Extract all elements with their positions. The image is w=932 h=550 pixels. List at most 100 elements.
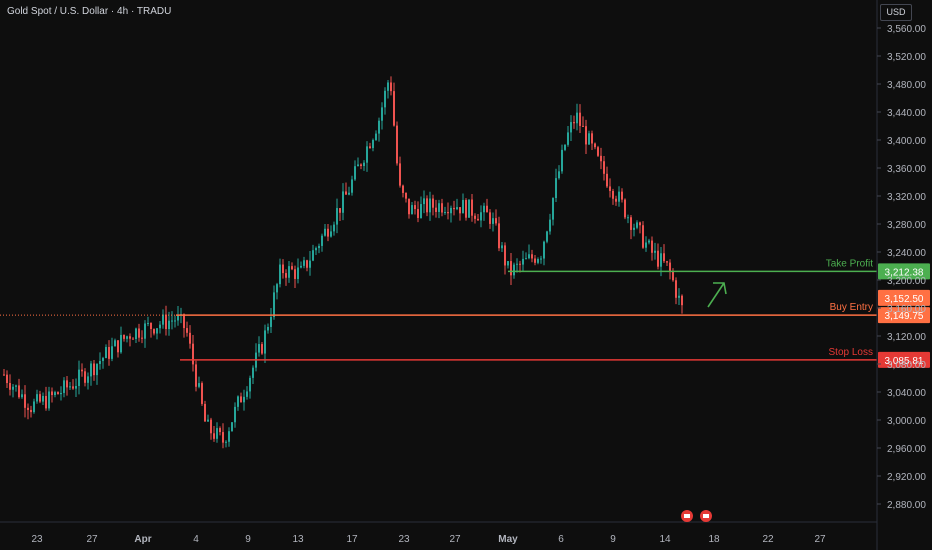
- x-tick-label: 17: [346, 534, 358, 545]
- candle-body: [519, 263, 521, 265]
- candle-body: [603, 161, 605, 174]
- candle-body: [246, 391, 248, 397]
- candle-body: [672, 270, 674, 281]
- x-tick-label: 27: [86, 534, 98, 545]
- candle-body: [78, 369, 80, 387]
- candle-body: [141, 337, 143, 339]
- y-tick-label: 3,200.00: [887, 276, 926, 287]
- candle-body: [27, 407, 29, 410]
- candle-body: [282, 264, 284, 274]
- candle-body: [558, 171, 560, 179]
- candle-body: [90, 363, 92, 377]
- currency-button[interactable]: USD: [880, 4, 912, 21]
- candle-body: [669, 262, 671, 271]
- candle-body: [432, 198, 434, 208]
- candle-body: [621, 191, 623, 200]
- candle-body: [525, 258, 527, 260]
- candle-body: [612, 190, 614, 199]
- candle-body: [528, 254, 530, 259]
- y-tick-label: 2,960.00: [887, 444, 926, 455]
- candle-body: [21, 394, 23, 398]
- candle-body: [63, 380, 65, 393]
- candle-body: [87, 376, 89, 383]
- candle-body: [606, 173, 608, 187]
- candle-body: [102, 358, 104, 361]
- candle-body: [390, 82, 392, 92]
- candle-body: [393, 91, 395, 126]
- candle-body: [438, 203, 440, 212]
- candle-body: [429, 198, 431, 213]
- candle-body: [513, 264, 515, 276]
- y-tick-label: 2,880.00: [887, 500, 926, 511]
- price-badge: [878, 351, 930, 368]
- candle-body: [303, 260, 305, 266]
- candle-body: [177, 314, 179, 321]
- price-badge: [878, 263, 930, 280]
- candle-body: [663, 253, 665, 262]
- candle-body: [576, 112, 578, 124]
- candle-body: [531, 254, 533, 259]
- candle-body: [423, 198, 425, 205]
- candle-body: [327, 228, 329, 237]
- y-tick-label: 3,120.00: [887, 332, 926, 343]
- y-tick-label: 3,000.00: [887, 416, 926, 427]
- candle-body: [144, 323, 146, 339]
- price-axis: 3,560.00 3,520.00 3,480.00 3,440.00 3,400.00…: [876, 0, 926, 550]
- candle-body: [522, 258, 524, 265]
- candle-body: [36, 394, 38, 402]
- last-price-badge-text: 3,152.50: [885, 294, 924, 305]
- candle-body: [165, 314, 167, 330]
- time-axis-icons[interactable]: [681, 510, 712, 522]
- candle-body: [123, 334, 125, 339]
- candle-body: [435, 207, 437, 212]
- candle-body: [648, 240, 650, 243]
- candle-body: [417, 209, 419, 218]
- x-tick-label: 14: [659, 534, 671, 545]
- candle-body: [99, 360, 101, 364]
- candle-body: [213, 433, 215, 439]
- x-tick-label: 9: [610, 534, 616, 545]
- candle-body: [339, 208, 341, 213]
- candle-body: [159, 324, 161, 329]
- candle-body: [249, 377, 251, 392]
- candle-body: [681, 295, 683, 306]
- y-tick-label: 3,280.00: [887, 220, 926, 231]
- y-tick-label: 3,440.00: [887, 108, 926, 119]
- level-label: Buy Entry: [830, 302, 873, 313]
- candle-body: [138, 328, 140, 338]
- candle-body: [243, 396, 245, 403]
- x-tick-label: 23: [31, 534, 43, 545]
- candle-body: [9, 383, 11, 390]
- candle-body: [474, 215, 476, 219]
- candle-body: [471, 199, 473, 216]
- candle-body: [462, 199, 464, 214]
- candle-body: [372, 139, 374, 149]
- candle-body: [414, 205, 416, 210]
- candle-body: [420, 204, 422, 218]
- candle-body: [642, 225, 644, 248]
- candle-body: [357, 164, 359, 167]
- candle-body: [15, 385, 17, 387]
- candle-body: [18, 385, 20, 398]
- candle-body: [147, 322, 149, 324]
- candle-body: [639, 222, 641, 226]
- candle-body: [33, 401, 35, 413]
- candle-body: [237, 396, 239, 407]
- price-badge-text: 3,149.75: [885, 311, 924, 322]
- candle-body: [306, 260, 308, 268]
- candle-body: [336, 208, 338, 225]
- candle-body: [291, 266, 293, 270]
- candle-body: [456, 207, 458, 210]
- candle-body: [510, 261, 512, 276]
- candle-body: [564, 144, 566, 150]
- candle-body: [174, 320, 176, 322]
- x-tick-label: May: [498, 534, 518, 545]
- candle-body: [117, 340, 119, 353]
- candle-body: [396, 125, 398, 164]
- candle-body: [492, 218, 494, 224]
- candle-body: [216, 428, 218, 439]
- candle-body: [105, 347, 107, 359]
- candle-body: [501, 245, 503, 249]
- candle-body: [312, 250, 314, 261]
